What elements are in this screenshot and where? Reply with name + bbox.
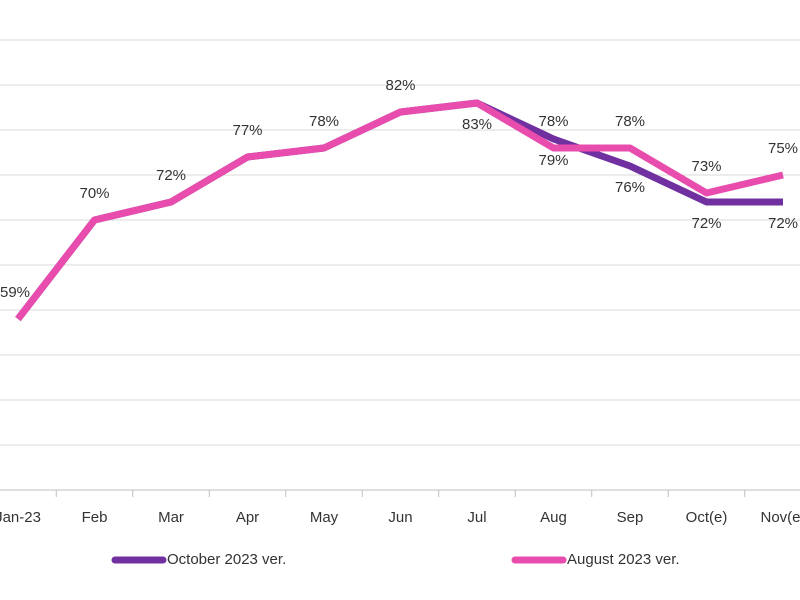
x-tick-label: Jun [388, 509, 412, 526]
data-label: 78% [615, 113, 645, 130]
legend-label: October 2023 ver. [167, 551, 286, 568]
series-line [15, 99, 784, 322]
data-label: 76% [615, 179, 645, 196]
data-label: 77% [232, 122, 262, 139]
data-label: 72% [691, 215, 721, 232]
x-tick-label: Mar [158, 509, 184, 526]
x-tick-label: Aug [540, 509, 567, 526]
data-label: 59% [0, 284, 30, 301]
x-tick-label: Apr [236, 509, 259, 526]
x-tick-label: Nov(e) [760, 509, 800, 526]
x-tick-label: Sep [617, 509, 644, 526]
data-label: 70% [79, 185, 109, 202]
data-label: 75% [768, 140, 798, 157]
data-label: 82% [385, 77, 415, 94]
x-tick-label: Feb [82, 509, 108, 526]
data-label: 72% [768, 215, 798, 232]
x-tick-label: Oct(e) [686, 509, 728, 526]
x-tick-label: Jul [467, 509, 486, 526]
data-label: 72% [156, 167, 186, 184]
legend-label: August 2023 ver. [567, 551, 680, 568]
data-label: 78% [538, 113, 568, 130]
data-label: 73% [691, 158, 721, 175]
x-tick-label: Jan-23 [0, 509, 41, 526]
x-tick-label: May [310, 509, 339, 526]
data-label: 83% [462, 116, 492, 133]
data-label: 78% [309, 113, 339, 130]
data-label: 79% [538, 152, 568, 169]
